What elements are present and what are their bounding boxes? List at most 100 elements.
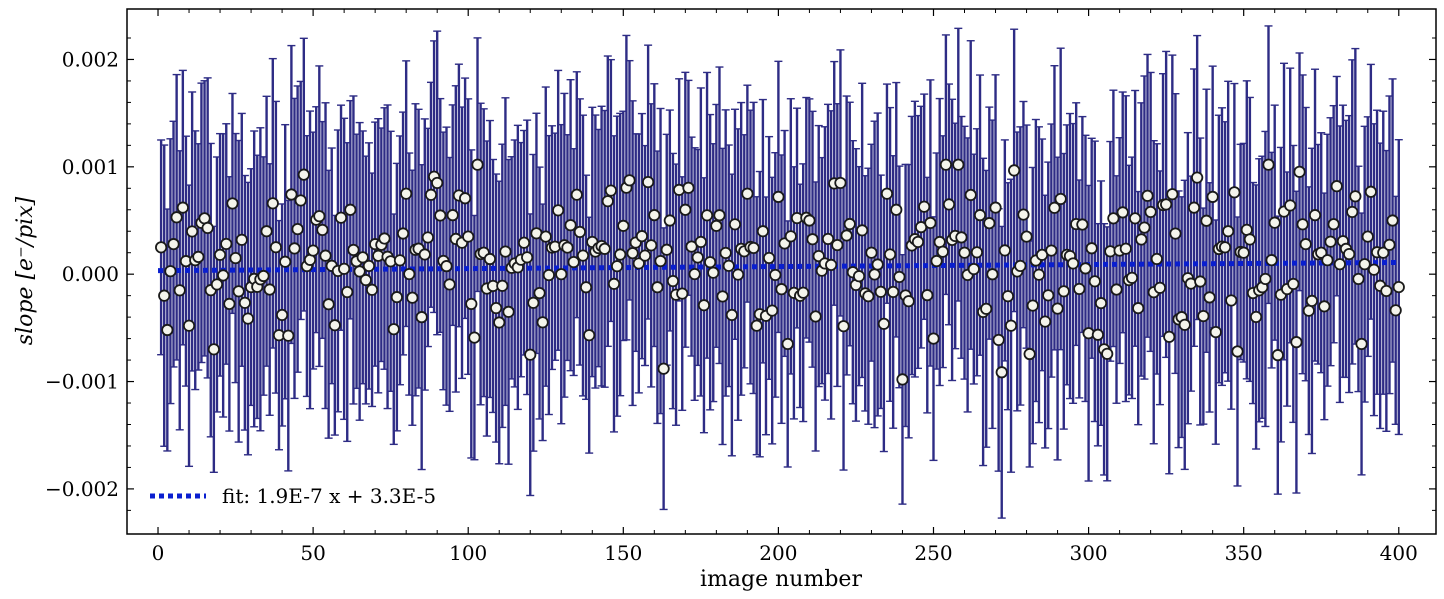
data-point	[911, 235, 925, 249]
data-point	[164, 265, 177, 278]
data-point	[1169, 227, 1182, 240]
data-point	[747, 241, 760, 255]
data-point	[766, 304, 779, 317]
data-point	[155, 241, 168, 254]
data-point	[831, 238, 844, 252]
data-point	[1014, 259, 1027, 273]
data-point	[1222, 225, 1235, 238]
data-point	[700, 209, 714, 222]
data-point	[533, 286, 546, 300]
y-tick-label: 0.001	[62, 155, 119, 179]
data-point	[638, 249, 652, 262]
data-point	[471, 158, 484, 171]
data-point	[579, 281, 593, 294]
data-point	[517, 236, 531, 249]
data-point	[1004, 319, 1018, 332]
data-point	[1262, 158, 1275, 171]
x-tick-label: 150	[604, 541, 642, 565]
data-point	[328, 319, 341, 332]
data-point	[1389, 304, 1402, 317]
data-point	[607, 277, 621, 290]
data-point	[825, 258, 838, 271]
data-point	[952, 158, 965, 171]
data-point	[890, 203, 903, 216]
data-point	[635, 230, 649, 243]
data-point	[378, 232, 391, 245]
data-point	[877, 317, 890, 330]
data-point	[493, 316, 506, 329]
data-point	[1296, 218, 1309, 231]
data-point	[918, 200, 931, 213]
data-point	[964, 188, 977, 202]
data-point	[927, 332, 940, 345]
data-point	[1243, 233, 1256, 246]
data-point	[434, 209, 447, 222]
x-tick-label: 200	[759, 541, 797, 565]
y-tick-label: −0.001	[45, 370, 119, 394]
data-point	[291, 222, 304, 236]
data-point	[834, 176, 847, 190]
data-point	[1088, 275, 1101, 288]
data-point	[1249, 310, 1263, 324]
data-point	[524, 348, 537, 361]
data-point	[1284, 199, 1297, 212]
data-point	[359, 273, 372, 287]
data-point	[238, 296, 251, 309]
data-point	[719, 246, 732, 260]
data-point	[266, 197, 279, 210]
data-point	[688, 267, 701, 281]
data-point	[865, 246, 878, 259]
data-point	[973, 209, 987, 222]
data-point	[1187, 201, 1201, 214]
data-point	[601, 195, 614, 208]
data-point	[648, 209, 661, 222]
data-point	[1355, 337, 1368, 351]
data-point	[356, 251, 369, 264]
y-tick-label: 0.002	[62, 47, 119, 71]
data-point	[955, 231, 968, 244]
data-point	[930, 254, 943, 268]
data-point	[263, 283, 276, 296]
data-point	[1380, 284, 1393, 298]
data-point	[1039, 315, 1052, 328]
data-point	[645, 239, 658, 252]
data-point	[1194, 275, 1207, 288]
data-point	[871, 258, 884, 271]
data-point	[167, 238, 180, 251]
plot-frame	[126, 8, 1437, 535]
data-point	[679, 203, 692, 216]
data-point	[632, 257, 645, 270]
data-point	[657, 362, 670, 375]
data-point	[220, 237, 233, 251]
data-point	[1073, 282, 1086, 296]
data-point	[431, 176, 444, 190]
data-point	[676, 287, 689, 300]
data-point	[1361, 230, 1374, 243]
data-point	[241, 312, 255, 325]
data-point	[1125, 271, 1139, 284]
data-point	[1231, 345, 1244, 358]
data-point	[319, 249, 332, 262]
data-point	[852, 270, 866, 283]
data-point	[958, 246, 971, 259]
data-point	[390, 291, 403, 304]
data-point	[1203, 291, 1216, 304]
data-point	[970, 246, 984, 259]
data-point	[710, 219, 723, 232]
data-point	[217, 269, 230, 282]
data-point	[521, 251, 534, 264]
legend-fit-label: fit: 1.9E-7 x + 3.3E-5	[222, 484, 436, 508]
data-point	[626, 247, 639, 260]
data-point	[483, 252, 497, 266]
data-point	[992, 333, 1005, 347]
data-point	[840, 229, 853, 242]
data-point	[192, 250, 205, 263]
data-point	[496, 279, 509, 292]
data-point	[936, 245, 949, 258]
data-point	[1132, 302, 1145, 315]
data-point	[623, 174, 636, 187]
data-point	[784, 230, 797, 243]
data-point	[1352, 272, 1365, 286]
data-point	[704, 256, 717, 269]
data-point	[1324, 235, 1337, 248]
